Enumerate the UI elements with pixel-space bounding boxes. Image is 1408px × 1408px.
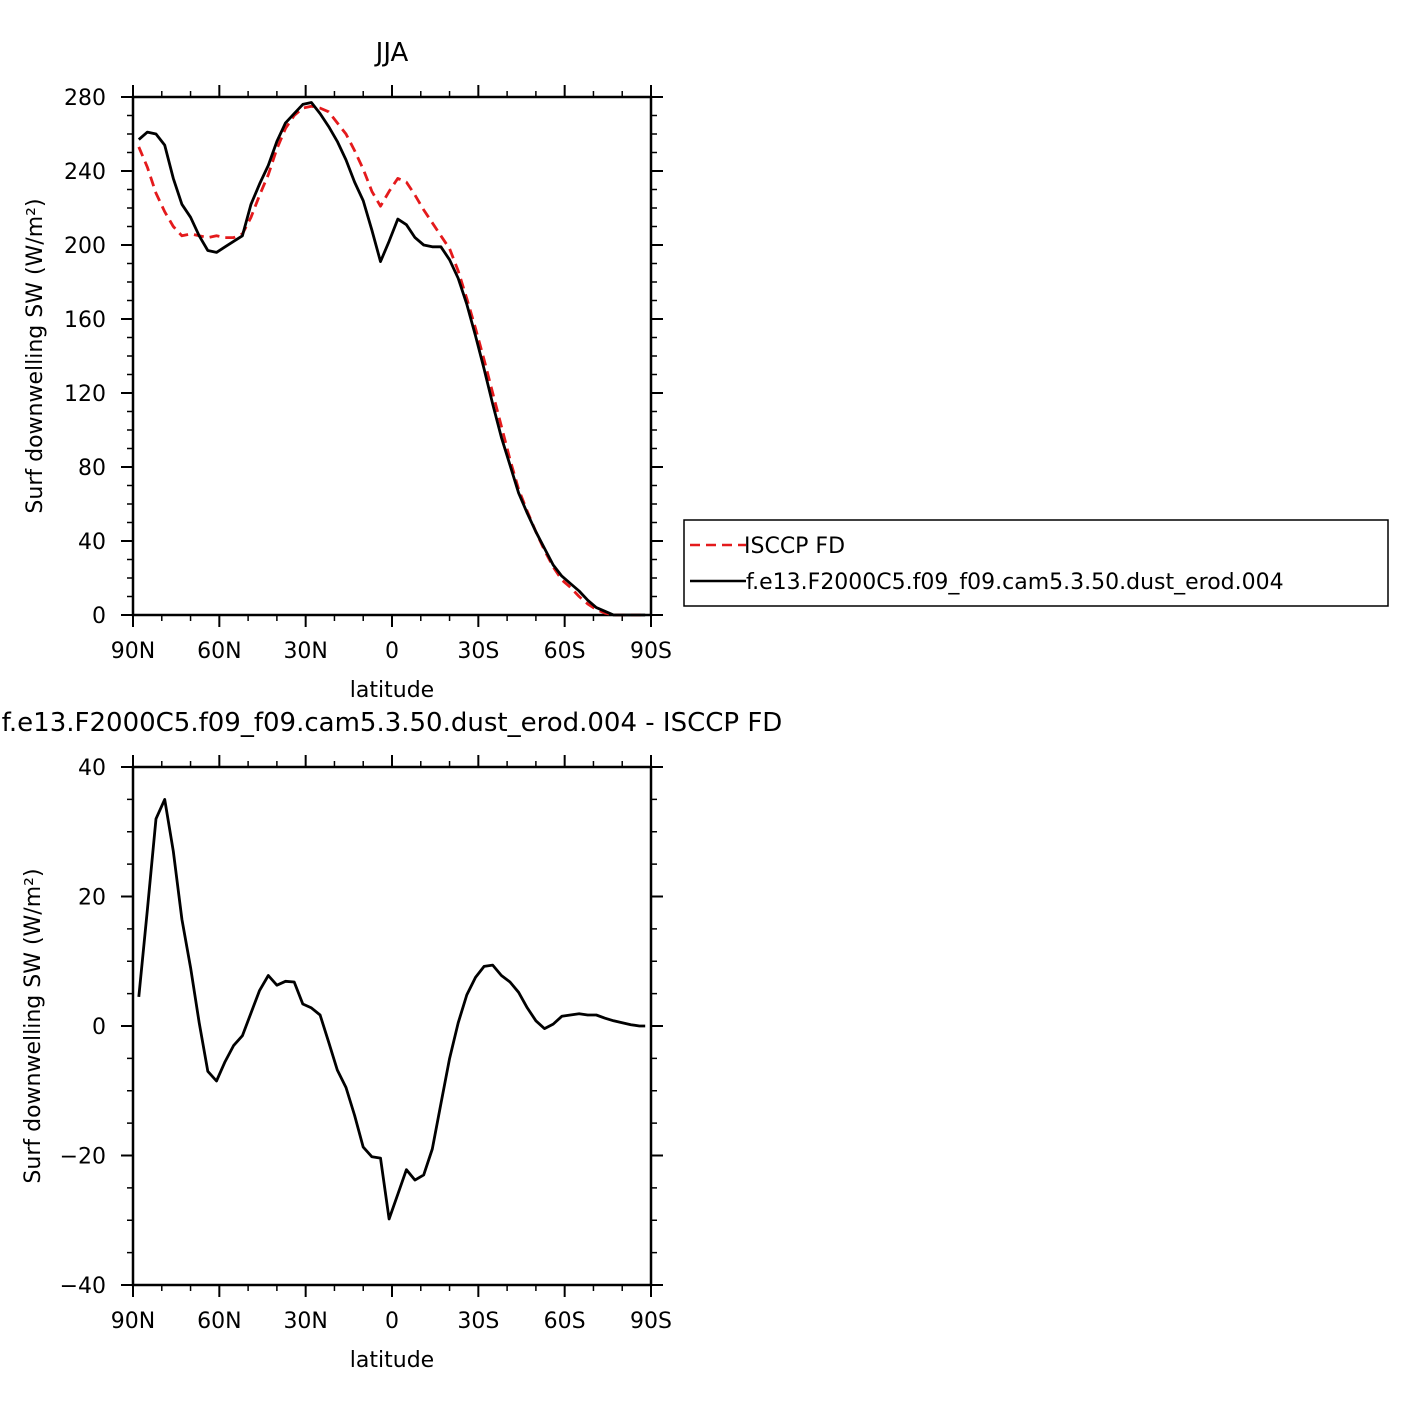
bottom-chart-title: f.e13.F2000C5.f09_f09.cam5.3.50.dust_ero… <box>2 708 783 738</box>
x-tick-label: 90S <box>630 639 672 664</box>
top-panel: JJA latitude Surf downwelling SW (W/m²) … <box>23 38 672 703</box>
legend: ISCCP FD f.e13.F2000C5.f09_f09.cam5.3.50… <box>683 519 1389 607</box>
x-tick-label: 90N <box>111 1309 155 1334</box>
y-tick-label: 0 <box>92 604 106 629</box>
top-y-axis-label: Surf downwelling SW (W/m²) <box>23 198 48 513</box>
x-tick-label: 30N <box>283 1309 327 1334</box>
y-tick-label: 200 <box>64 234 106 259</box>
x-tick-label: 0 <box>385 1309 399 1334</box>
x-tick-label: 60N <box>197 1309 241 1334</box>
y-tick-label: −20 <box>60 1145 106 1170</box>
y-tick-label: 280 <box>64 86 106 111</box>
top-x-axis-label: latitude <box>350 678 434 703</box>
x-tick-label: 30S <box>457 1309 499 1334</box>
series-line-model <box>137 101 646 617</box>
y-tick-label: 40 <box>78 756 106 781</box>
y-tick-label: 240 <box>64 160 106 185</box>
legend-label-isccp: ISCCP FD <box>744 534 845 559</box>
top-plot-area: 90N 60N 30N 0 30S 60S 90S 0 40 80 120 160 200 240 280 <box>64 85 672 664</box>
y-tick-label: 40 <box>78 530 106 555</box>
x-tick-label: 60S <box>544 1309 586 1334</box>
y-tick-label: 80 <box>78 456 106 481</box>
x-tick-label: 0 <box>385 639 399 664</box>
bottom-plot-area: 90N 60N 30N 0 30S 60S 90S −40 −20 0 20 40 <box>60 755 672 1334</box>
y-tick-label: 160 <box>64 308 106 333</box>
bottom-x-axis-label: latitude <box>350 1348 434 1373</box>
x-tick-label: 30N <box>283 639 327 664</box>
y-tick-label: −40 <box>60 1274 106 1299</box>
x-tick-label: 90N <box>111 639 155 664</box>
x-tick-label: 60N <box>197 639 241 664</box>
y-tick-label: 120 <box>64 382 106 407</box>
x-tick-label: 30S <box>457 639 499 664</box>
series-line-isccp <box>137 104 646 617</box>
legend-box <box>683 519 1389 607</box>
x-tick-label: 90S <box>630 1309 672 1334</box>
bottom-panel: f.e13.F2000C5.f09_f09.cam5.3.50.dust_ero… <box>2 708 783 1373</box>
bottom-y-axis-label: Surf downwelling SW (W/m²) <box>21 868 46 1183</box>
legend-label-model: f.e13.F2000C5.f09_f09.cam5.3.50.dust_ero… <box>746 570 1284 595</box>
plot-frame <box>131 95 653 617</box>
series-line-difference <box>137 798 646 1221</box>
y-tick-label: 20 <box>78 886 106 911</box>
y-tick-label: 0 <box>92 1015 106 1040</box>
top-chart-title: JJA <box>374 38 409 68</box>
x-tick-label: 60S <box>544 639 586 664</box>
